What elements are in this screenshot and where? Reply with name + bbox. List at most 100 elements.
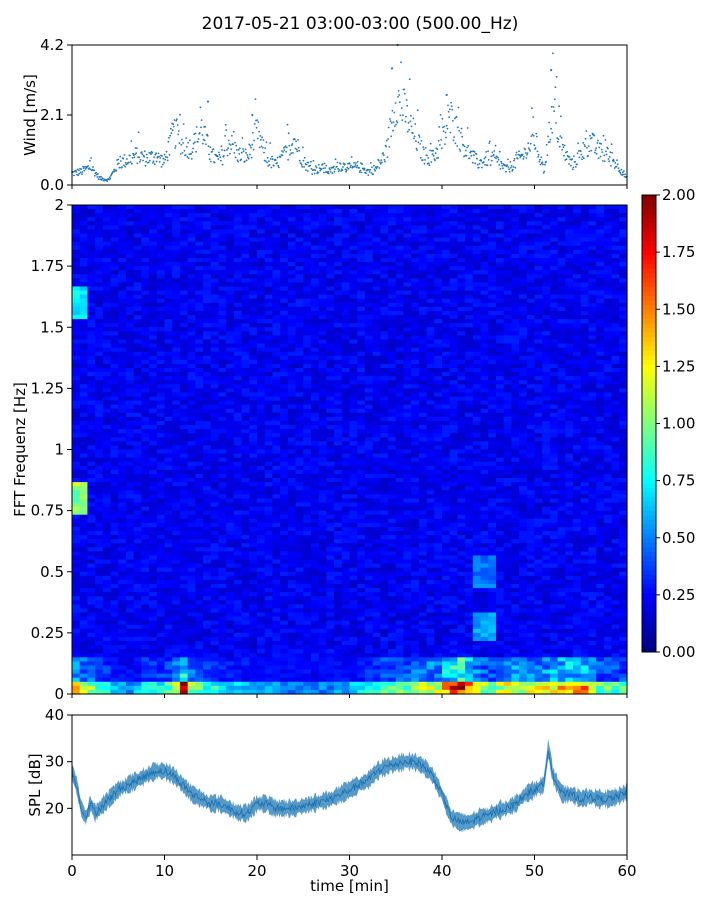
spectrogram-cell bbox=[164, 335, 173, 341]
spectrogram-cell bbox=[125, 257, 135, 263]
spectrogram-cell bbox=[519, 298, 528, 304]
spectrogram-cell bbox=[187, 221, 196, 226]
spectrogram-cell bbox=[156, 282, 166, 288]
spectrogram-cell bbox=[542, 302, 551, 308]
spectrogram-cell bbox=[534, 343, 543, 349]
spectrogram-cell bbox=[79, 229, 89, 235]
spectrogram-cell bbox=[249, 380, 258, 385]
spectrogram-cell bbox=[395, 343, 405, 349]
spectrogram-cell bbox=[79, 319, 89, 324]
spectrogram-cell bbox=[372, 327, 381, 332]
spectrogram-cell bbox=[187, 351, 196, 357]
spectrogram-cell bbox=[125, 339, 135, 345]
wind-point bbox=[526, 154, 528, 156]
spectrogram-cell bbox=[357, 319, 366, 324]
spectrogram-cell bbox=[87, 400, 96, 406]
spectrogram-cell bbox=[318, 416, 327, 422]
spectrogram-cell bbox=[87, 372, 96, 377]
wind-point bbox=[594, 149, 597, 152]
spectrogram-cell bbox=[334, 298, 343, 304]
spectrogram-cell bbox=[549, 266, 559, 271]
spectrogram-cell bbox=[272, 294, 281, 300]
spectrogram-cell bbox=[411, 388, 420, 394]
wind-point bbox=[543, 170, 546, 173]
wind-point bbox=[301, 165, 304, 168]
wind-point bbox=[415, 140, 417, 143]
spectrogram-cell bbox=[164, 237, 173, 243]
spectrogram-cell bbox=[480, 282, 489, 288]
spectrogram-cell bbox=[449, 221, 459, 226]
wind-point bbox=[615, 165, 618, 168]
spectrogram-cell bbox=[102, 388, 112, 394]
spectrogram-cell bbox=[364, 392, 374, 398]
spectrogram-cell bbox=[488, 213, 497, 218]
wind-point bbox=[621, 171, 624, 174]
spectrogram-cell bbox=[349, 388, 358, 394]
spectrogram-cell bbox=[133, 266, 142, 271]
spectrogram-cell bbox=[519, 347, 528, 353]
spectrogram-cell bbox=[102, 266, 112, 271]
spectrogram-cell bbox=[557, 241, 566, 247]
spectrogram-cell bbox=[287, 319, 297, 324]
spectrogram-cell bbox=[272, 412, 281, 418]
wind-point bbox=[441, 117, 444, 120]
spectrogram-cell bbox=[426, 327, 435, 332]
spectrogram-cell bbox=[118, 380, 127, 385]
wind-point bbox=[428, 164, 431, 167]
spectrogram-cell bbox=[434, 306, 443, 312]
spectrogram-cell bbox=[133, 282, 142, 288]
spectrogram-cell bbox=[295, 351, 304, 357]
spectrogram-cell bbox=[110, 290, 119, 296]
wind-point bbox=[439, 114, 442, 116]
wind-point bbox=[100, 178, 103, 181]
spectrogram-cell bbox=[480, 245, 489, 251]
spectrogram-cell bbox=[611, 351, 620, 357]
spectrogram-cell bbox=[203, 278, 212, 284]
spectrogram-cell bbox=[310, 290, 320, 296]
spectrogram-cell bbox=[203, 331, 212, 336]
spectrogram-cell bbox=[195, 209, 204, 214]
spectrogram-cell bbox=[349, 347, 358, 353]
spectrogram-cell bbox=[573, 363, 582, 369]
spectrogram-cell bbox=[388, 392, 397, 398]
spectrogram-cell bbox=[226, 384, 235, 389]
spectrogram-cell bbox=[241, 217, 250, 222]
spectrogram-cell bbox=[272, 400, 281, 406]
spectrogram-cell bbox=[565, 372, 574, 377]
spectrogram-cell bbox=[295, 372, 304, 377]
spectrogram-cell bbox=[187, 262, 196, 267]
spectrogram-cell bbox=[542, 404, 551, 410]
spectrogram-cell bbox=[141, 229, 150, 235]
spectrogram-cell bbox=[303, 339, 312, 345]
spectrogram-cell bbox=[380, 429, 389, 434]
spectrogram-cell bbox=[434, 245, 443, 251]
spectrogram-cell bbox=[573, 408, 582, 414]
spectrogram-cell bbox=[264, 392, 274, 398]
spectrogram-cell bbox=[326, 217, 335, 222]
spectrogram-cell bbox=[472, 400, 482, 406]
spectrogram-cell bbox=[95, 412, 104, 418]
wind-point bbox=[355, 166, 358, 169]
spectrogram-cell bbox=[357, 343, 366, 349]
spectrogram-cell bbox=[596, 347, 605, 353]
spectrogram-cell bbox=[102, 217, 112, 222]
wind-point bbox=[271, 155, 273, 158]
spectrogram-cell bbox=[318, 282, 327, 288]
spectrogram-cell bbox=[295, 408, 304, 414]
spectrogram-cell bbox=[611, 347, 620, 353]
spectrogram-cell bbox=[303, 400, 312, 406]
spectrogram-cell bbox=[118, 392, 127, 398]
spectrogram-cell bbox=[341, 408, 351, 414]
spectrogram-cell bbox=[357, 290, 366, 296]
spectrogram-cell bbox=[349, 290, 358, 296]
spectrogram-cell bbox=[210, 245, 220, 251]
wind-point bbox=[410, 114, 412, 117]
wind-point bbox=[244, 148, 247, 151]
spectrogram-cell bbox=[125, 351, 135, 357]
spectrogram-cell bbox=[357, 331, 366, 336]
spectrogram-cell bbox=[511, 274, 520, 279]
wind-point bbox=[350, 156, 353, 158]
spectrogram-cell bbox=[79, 282, 89, 288]
spectrogram-cell bbox=[472, 298, 482, 304]
spectrogram-cell bbox=[388, 209, 397, 214]
